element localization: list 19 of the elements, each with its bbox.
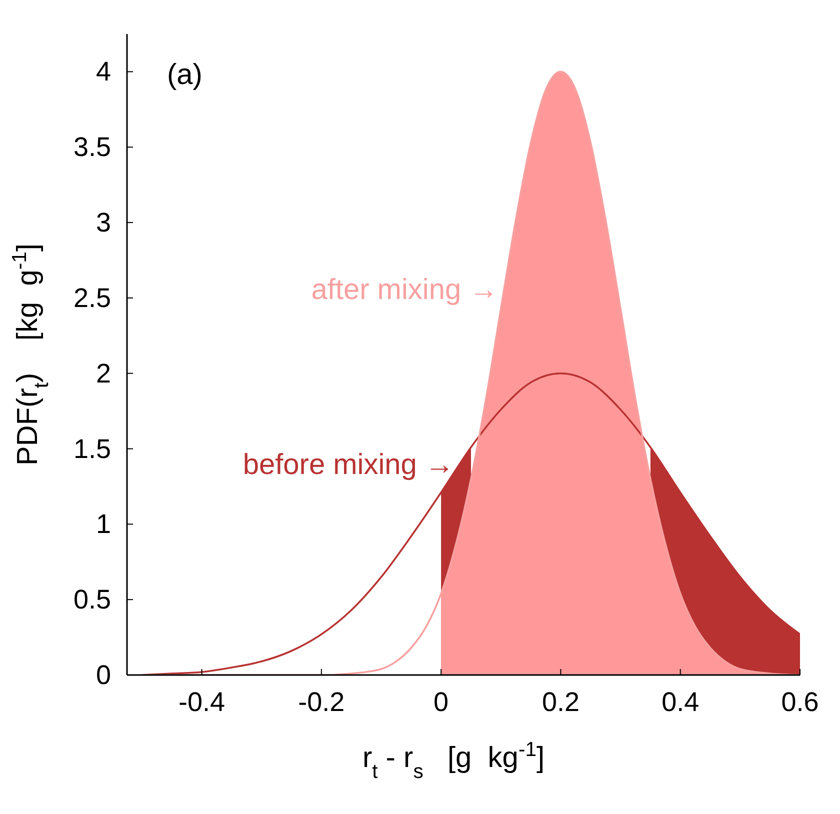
y-tick-label: 1 [96,509,111,540]
y-tick-label: 2 [96,358,111,388]
x-tick-label: 0 [434,687,449,717]
x-tick-label: 0.4 [662,687,700,717]
x-tick-label: -0.2 [298,687,345,717]
y-tick-label: 2.5 [73,282,111,313]
x-tick-label: -0.4 [178,687,226,717]
y-tick-label: 3 [96,208,111,238]
y-tick-label: 4 [96,56,111,87]
x-axis-title: r$_{t}$ - r$_{s}$ [g kg$^{-1}$] [362,739,545,783]
series-label: before mixing → [242,448,454,481]
y-tick-label: 0.5 [73,584,111,615]
x-tick-label: 0.6 [781,687,819,717]
annotation: (a) [167,59,202,91]
y-tick-label: 3.5 [73,132,111,162]
y-tick-label: 1.5 [73,434,111,464]
y-tick-label: 0 [96,660,111,690]
series-label: after mixing → [311,274,498,306]
x-tick-label: 0.2 [542,687,580,717]
